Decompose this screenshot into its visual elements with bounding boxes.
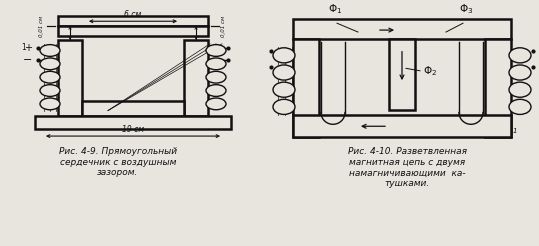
Text: $\Phi_1$: $\Phi_1$ [328, 2, 342, 16]
Bar [293, 19, 511, 39]
Bar [35, 116, 231, 129]
Bar [58, 40, 82, 116]
Bar [184, 40, 208, 116]
Ellipse shape [206, 85, 226, 96]
Text: сердечник с воздушным: сердечник с воздушным [60, 158, 176, 167]
Ellipse shape [509, 99, 531, 114]
Ellipse shape [40, 71, 60, 83]
Text: 1: 1 [22, 44, 26, 52]
Bar [58, 26, 208, 36]
Ellipse shape [206, 58, 226, 70]
Ellipse shape [273, 99, 295, 114]
Bar [82, 101, 184, 116]
Ellipse shape [206, 98, 226, 110]
Bar [293, 39, 319, 137]
Bar [293, 115, 511, 137]
Text: магнитная цепь с двумя: магнитная цепь с двумя [349, 158, 465, 167]
Text: $\Phi_3$: $\Phi_3$ [459, 2, 473, 16]
Text: тушками.: тушками. [384, 179, 430, 188]
Text: 0,01 см: 0,01 см [222, 15, 226, 37]
Bar [389, 39, 415, 109]
Ellipse shape [509, 48, 531, 63]
Ellipse shape [40, 58, 60, 70]
Ellipse shape [509, 82, 531, 97]
Text: −: − [23, 55, 33, 65]
Ellipse shape [206, 45, 226, 56]
Text: 19 см: 19 см [122, 125, 144, 134]
Ellipse shape [40, 98, 60, 110]
Text: +: + [24, 43, 32, 53]
Ellipse shape [273, 48, 295, 63]
Bar [58, 16, 208, 26]
Text: намагничивающими  ка-: намагничивающими ка- [349, 169, 465, 177]
Text: 1: 1 [513, 128, 517, 134]
Ellipse shape [273, 65, 295, 80]
Text: 6 см: 6 см [125, 10, 142, 19]
Text: Рис. 4-9. Прямоугольный: Рис. 4-9. Прямоугольный [59, 147, 177, 156]
Ellipse shape [206, 71, 226, 83]
Text: Рис. 4-10. Разветвленная: Рис. 4-10. Разветвленная [348, 147, 466, 156]
Text: 0,01 см: 0,01 см [39, 15, 45, 37]
Ellipse shape [273, 82, 295, 97]
Ellipse shape [509, 65, 531, 80]
Text: зазором.: зазором. [98, 169, 139, 177]
Text: $\Phi_2$: $\Phi_2$ [423, 64, 437, 78]
Bar [485, 39, 511, 137]
Ellipse shape [40, 45, 60, 56]
Ellipse shape [40, 85, 60, 96]
